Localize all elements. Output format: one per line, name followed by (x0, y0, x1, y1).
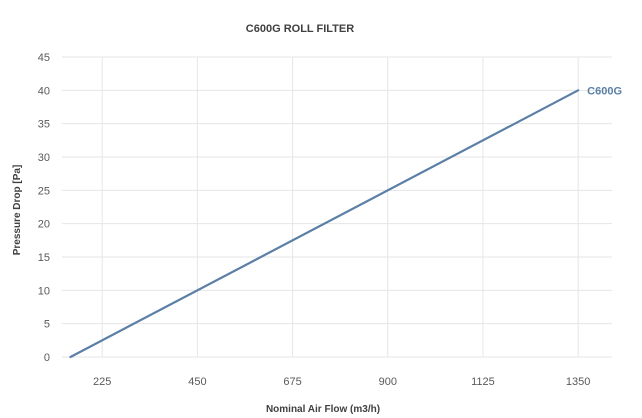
series-layer: C600G (69, 85, 622, 359)
y-tick-labels: 0 5 10 15 20 25 30 35 40 45 (38, 52, 50, 364)
chart-title: C600G ROLL FILTER (246, 23, 354, 35)
y-tick-label: 30 (38, 152, 50, 164)
series-label: C600G (587, 85, 622, 97)
x-tick-label: 225 (93, 376, 111, 388)
grid-layer (62, 56, 612, 358)
x-axis-label: Nominal Air Flow (m3/h) (266, 404, 380, 415)
series-line-c600g (69, 89, 580, 359)
y-tick-label: 40 (38, 85, 50, 97)
y-axis-label: Pressure Drop [Pa] (12, 165, 23, 256)
x-tick-label: 675 (283, 376, 301, 388)
y-tick-label: 0 (44, 352, 50, 364)
y-tick-label: 35 (38, 119, 50, 131)
x-tick-label: 1350 (566, 376, 590, 388)
x-tick-label: 1125 (471, 376, 495, 388)
x-tick-label: 450 (188, 376, 206, 388)
y-tick-label: 15 (38, 252, 50, 264)
y-tick-label: 5 (44, 319, 50, 331)
y-tick-label: 25 (38, 185, 50, 197)
y-tick-label: 10 (38, 285, 50, 297)
y-tick-label: 20 (38, 219, 50, 231)
x-tick-labels: 225 450 675 900 1125 1350 (93, 376, 590, 388)
x-tick-label: 900 (379, 376, 397, 388)
y-tick-label: 45 (38, 52, 50, 64)
